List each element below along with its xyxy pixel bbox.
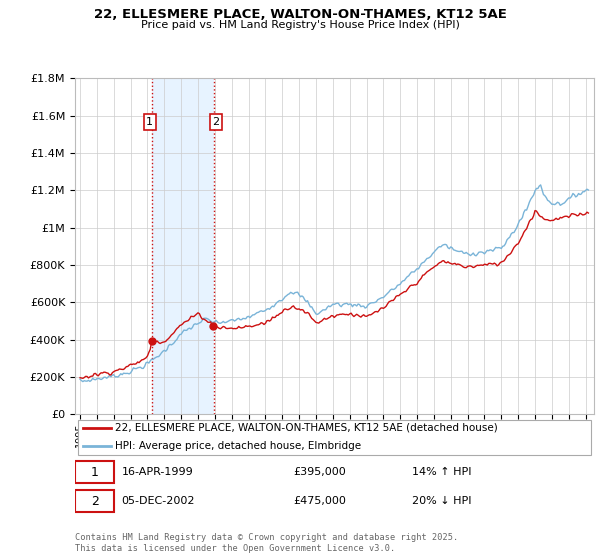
Text: £475,000: £475,000 — [293, 496, 346, 506]
Text: 16-APR-1999: 16-APR-1999 — [122, 467, 193, 477]
Bar — [152, 78, 214, 414]
Text: 22, ELLESMERE PLACE, WALTON-ON-THAMES, KT12 5AE: 22, ELLESMERE PLACE, WALTON-ON-THAMES, K… — [94, 8, 506, 21]
Text: 1: 1 — [146, 117, 154, 127]
Text: £395,000: £395,000 — [293, 467, 346, 477]
Text: 05-DEC-2002: 05-DEC-2002 — [122, 496, 195, 506]
Text: 2: 2 — [91, 494, 98, 508]
Text: 14% ↑ HPI: 14% ↑ HPI — [412, 467, 472, 477]
FancyBboxPatch shape — [77, 420, 592, 455]
Text: Contains HM Land Registry data © Crown copyright and database right 2025.
This d: Contains HM Land Registry data © Crown c… — [75, 533, 458, 553]
Text: 2: 2 — [212, 117, 220, 127]
FancyBboxPatch shape — [75, 461, 114, 483]
Text: 22, ELLESMERE PLACE, WALTON-ON-THAMES, KT12 5AE (detached house): 22, ELLESMERE PLACE, WALTON-ON-THAMES, K… — [115, 423, 498, 433]
Text: 1: 1 — [91, 465, 98, 479]
FancyBboxPatch shape — [75, 490, 114, 512]
Text: Price paid vs. HM Land Registry's House Price Index (HPI): Price paid vs. HM Land Registry's House … — [140, 20, 460, 30]
Text: HPI: Average price, detached house, Elmbridge: HPI: Average price, detached house, Elmb… — [115, 441, 362, 451]
Text: 20% ↓ HPI: 20% ↓ HPI — [412, 496, 472, 506]
